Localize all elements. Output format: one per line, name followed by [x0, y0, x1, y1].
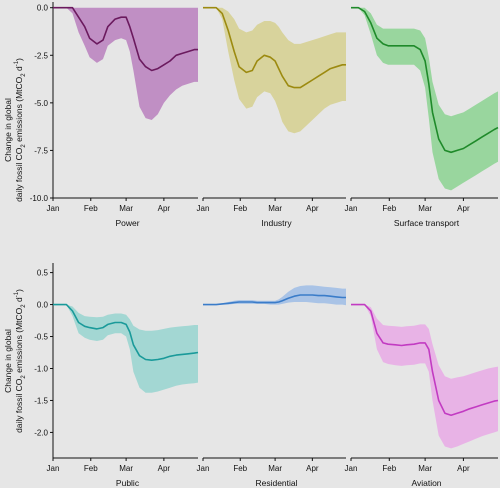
industry-range-band [203, 7, 346, 134]
y-tick-label: -1.0 [34, 364, 48, 373]
plot-area: 0.0 -2.5 -5.0 -7.5 -10.0 0.5 0.0 -0.5 -1.0 -1.5 -2… [30, 2, 499, 488]
panel-label-residential: Residential [255, 478, 297, 488]
x-tick-label: Jan [197, 204, 210, 213]
x-tick-label: Mar [418, 464, 432, 473]
y-tick-label: -2.5 [34, 51, 48, 60]
panel-label-public: Public [116, 478, 140, 488]
aviation-mean-line [351, 303, 499, 416]
x-tick-label: Jan [197, 464, 210, 473]
panel-label-surface-transport: Surface transport [394, 218, 460, 228]
power-mean-line [53, 6, 198, 72]
x-tick-label: Jan [345, 464, 358, 473]
x-tick-label: Feb [382, 204, 396, 213]
x-tick-label: Mar [418, 204, 432, 213]
x-tick-label: Mar [268, 204, 282, 213]
x-tick-label: Apr [158, 464, 171, 473]
aviation-range-band [351, 304, 498, 449]
y-tick-label: -2.0 [34, 428, 48, 437]
x-tick-label: Apr [457, 204, 470, 213]
public-range-band [53, 304, 198, 393]
x-tick-label: Apr [306, 204, 319, 213]
y-tick-label: 0.5 [37, 269, 49, 278]
row-1-y-label: Change in global daily fossil CO2 emissi… [3, 289, 27, 433]
x-tick-label: Feb [84, 464, 98, 473]
panel-label-aviation: Aviation [411, 478, 441, 488]
x-tick-label: Feb [382, 464, 396, 473]
y-tick-label: -0.5 [34, 333, 48, 342]
y-tick-label: -5.0 [34, 99, 48, 108]
x-tick-label: Feb [233, 464, 247, 473]
panel-label-industry: Industry [261, 218, 292, 228]
public-mean-line [53, 303, 199, 361]
x-tick-label: Mar [268, 464, 282, 473]
y-label-line2: daily fossil CO2 emissions (MtCO2 d-1) [14, 58, 27, 202]
industry-mean-line [203, 6, 346, 89]
x-tick-label: Jan [47, 204, 60, 213]
x-tick-label: Apr [158, 204, 171, 213]
y-label-line2: daily fossil CO2 emissions (MtCO2 d-1) [14, 289, 27, 433]
y-label-line1: Change in global [3, 329, 13, 393]
surface-transport-range-band [351, 7, 498, 191]
row-0-y-label: Change in global daily fossil CO2 emissi… [3, 58, 27, 202]
y-tick-label: 0.0 [37, 4, 49, 13]
y-tick-label: -7.5 [34, 146, 48, 155]
x-tick-label: Apr [457, 464, 470, 473]
y-label-line1: Change in global [3, 98, 13, 162]
x-tick-label: Jan [47, 464, 60, 473]
surface-transport-mean-line [351, 6, 499, 154]
x-tick-label: Mar [119, 204, 133, 213]
y-tick-label: 0.0 [37, 301, 49, 310]
residential-mean-line [203, 294, 346, 306]
x-tick-label: Mar [119, 464, 133, 473]
x-tick-label: Jan [345, 204, 358, 213]
residential-range-band [203, 285, 346, 306]
panel-label-power: Power [115, 218, 139, 228]
y-tick-label: -10.0 [30, 194, 49, 203]
power-range-band [53, 7, 198, 121]
x-tick-label: Feb [84, 204, 98, 213]
x-tick-label: Feb [233, 204, 247, 213]
y-tick-label: -1.5 [34, 396, 48, 405]
x-tick-label: Apr [306, 464, 319, 473]
